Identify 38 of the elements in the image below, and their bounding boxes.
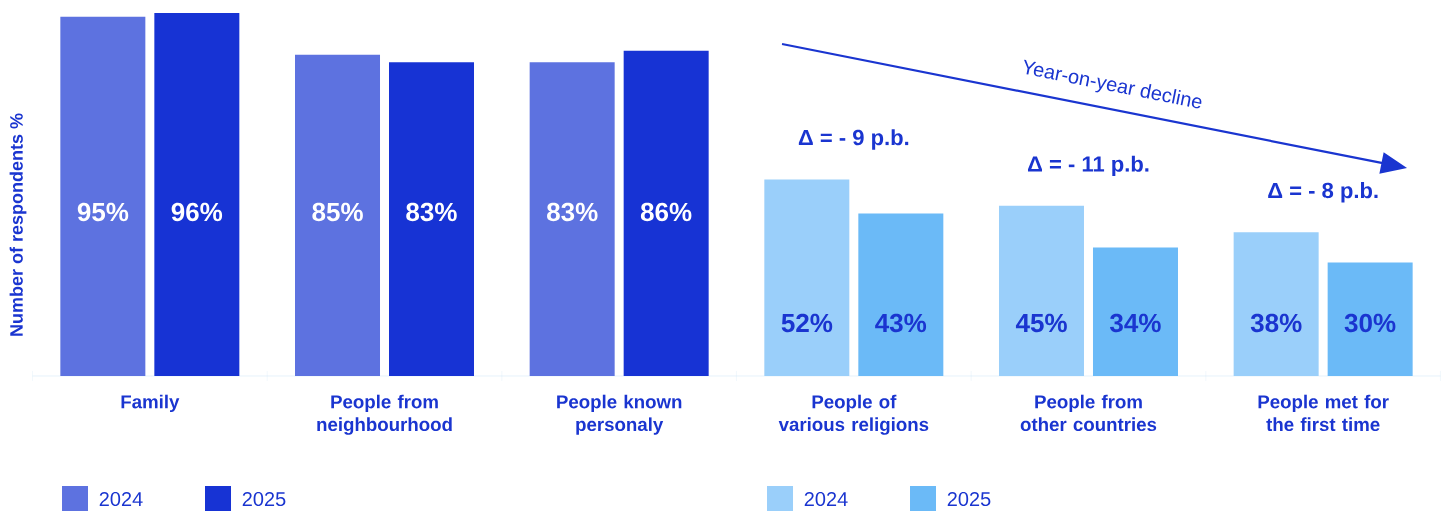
annotation: Δ = - 11 p.b. [1027, 155, 1149, 177]
bar [858, 213, 944, 376]
annotation: Δ = - 8 p.b. [1268, 182, 1378, 203]
legend-label: 2024 [804, 491, 848, 507]
bar [154, 13, 240, 376]
data-label: 45% [1015, 313, 1067, 333]
bar [1327, 262, 1413, 376]
legend-label: 2025 [242, 491, 286, 507]
x-tick-label: People met for the first time [1258, 394, 1389, 432]
x-tick-label: People known personaly [557, 394, 682, 435]
annotation: Δ = - 9 p.b. [798, 129, 909, 150]
bar [295, 54, 381, 376]
bar [60, 16, 146, 376]
bar [389, 62, 474, 376]
data-label: 34% [1110, 313, 1161, 333]
data-label: 83% [547, 202, 598, 222]
bar [1233, 232, 1319, 376]
x-tick-label: People from other countries [1020, 394, 1157, 432]
x-tick-label: People from neighbourhood [317, 394, 452, 435]
bar [1092, 247, 1178, 376]
data-label: 38% [1250, 313, 1302, 333]
data-label: 86% [640, 202, 692, 222]
x-tick-label: Family [121, 394, 180, 413]
data-label: 85% [312, 202, 363, 222]
bar [623, 50, 709, 376]
legend-label: 2024 [99, 491, 143, 507]
data-label: 96% [171, 202, 223, 222]
data-label: 95% [77, 202, 129, 222]
data-label: 52% [781, 313, 833, 333]
data-label: 43% [875, 313, 927, 333]
x-tick-label: People of various religions [778, 394, 929, 435]
bar [998, 205, 1084, 376]
bar [529, 62, 615, 376]
data-label: 30% [1344, 313, 1396, 333]
y-axis-title: Number of respondents % [9, 113, 27, 336]
legend-label: 2025 [947, 491, 991, 507]
bar [764, 179, 850, 376]
data-label: 83% [406, 202, 457, 222]
